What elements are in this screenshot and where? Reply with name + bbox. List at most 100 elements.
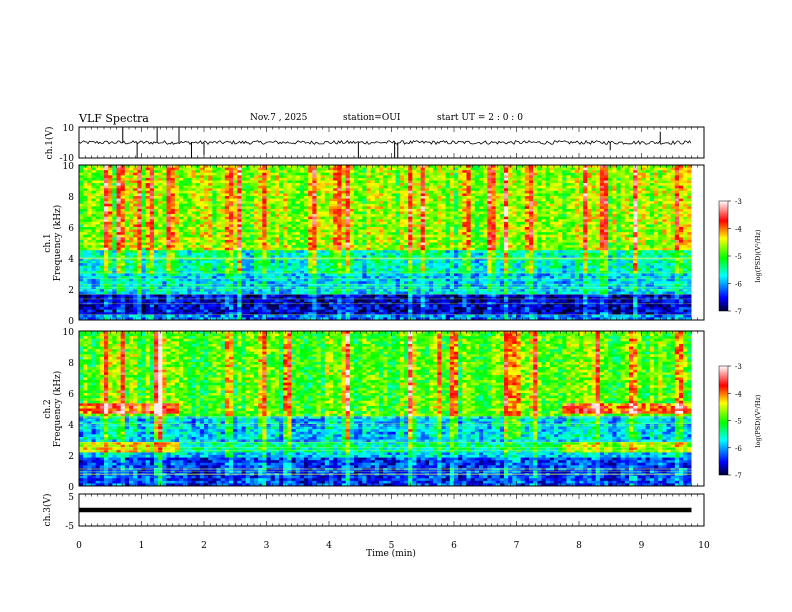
spectrogram-cell	[308, 273, 313, 277]
spectrogram-cell	[116, 232, 122, 236]
spectrogram-cell	[258, 172, 263, 176]
spectrogram-cell	[87, 190, 92, 194]
spectrogram-cell	[341, 263, 347, 267]
spectrogram-cell	[162, 245, 167, 249]
spectrogram-cell	[104, 203, 109, 207]
spectrogram-cell	[149, 165, 155, 168]
spectrogram-cell	[283, 211, 288, 215]
spectrogram-cell	[362, 177, 367, 181]
spectrogram-cell	[404, 242, 409, 246]
spectrogram-cell	[308, 237, 313, 241]
spectrogram-cell	[174, 196, 180, 199]
spectrogram-cell	[166, 278, 172, 282]
spectrogram-cell	[279, 296, 284, 300]
spectrogram-cell	[166, 232, 172, 236]
spectrogram-cell	[145, 268, 151, 272]
spectrogram-cell	[287, 273, 292, 277]
spectrogram-cell	[383, 172, 388, 176]
spectrogram-cell	[399, 270, 405, 274]
spectrogram-cell	[349, 247, 355, 251]
spectrogram-cell	[87, 281, 92, 285]
spectrogram-cell	[162, 177, 167, 181]
spectrogram-cell	[383, 167, 388, 171]
spectrogram-cell	[283, 242, 288, 246]
spectrogram-cell	[229, 255, 234, 259]
spectrogram-cell	[112, 270, 117, 274]
spectrogram-cell	[91, 270, 97, 274]
spectrogram-cell	[320, 278, 326, 282]
spectrogram-cell	[83, 211, 88, 215]
spectrogram-cell	[279, 219, 284, 223]
spectrogram-cell	[158, 190, 163, 194]
spectrogram-cell	[145, 258, 151, 261]
spectrogram-cell	[404, 265, 409, 269]
spectrogram-cell	[337, 183, 342, 187]
spectrogram-cell	[366, 190, 372, 194]
spectrogram-cell	[187, 167, 192, 171]
spectrogram-cell	[291, 177, 297, 181]
spectrogram-cell	[299, 167, 305, 171]
spectrogram-cell	[237, 201, 242, 205]
spectrogram-cell	[337, 208, 342, 212]
spectrogram-cell	[324, 232, 330, 236]
spectrogram-cell	[170, 294, 176, 298]
spectrogram-cell	[91, 224, 97, 228]
spectrogram-cell	[245, 234, 251, 238]
spectrogram-cell	[129, 229, 134, 233]
spectrogram-cell	[262, 260, 267, 264]
spectrogram-cell	[395, 289, 401, 292]
spectrogram-cell	[195, 227, 201, 230]
spectrogram-cell	[320, 167, 326, 171]
spectrogram-cell	[116, 219, 122, 223]
spectrogram-cell	[149, 206, 155, 210]
spectrogram-cell	[137, 278, 142, 282]
spectrogram-cell	[345, 180, 351, 184]
spectrogram-cell	[262, 211, 267, 215]
spectrogram-cell	[91, 198, 97, 202]
spectrogram-cell	[258, 167, 263, 171]
spectrogram-cell	[137, 208, 142, 212]
spectrogram-cell	[249, 309, 255, 313]
spectrogram-cell	[216, 229, 222, 233]
spectrogram-cell	[83, 247, 88, 251]
spectrogram-cell	[95, 278, 101, 282]
spectrogram-cell	[258, 227, 263, 230]
spectrogram-cell	[149, 276, 155, 280]
spectrogram-cell	[224, 270, 230, 274]
spectrogram-cell	[183, 167, 188, 171]
spectrogram-cell	[329, 281, 334, 285]
spectrogram-cell	[362, 165, 367, 168]
spectrogram-cell	[254, 260, 259, 264]
spectrogram-cell	[274, 229, 280, 233]
spectrogram-cell	[262, 190, 267, 194]
spectrogram-cell	[399, 188, 405, 192]
spectrogram-cell	[316, 211, 322, 215]
spectrogram-cell	[158, 258, 163, 261]
spectrogram-cell	[237, 237, 242, 241]
spectrogram-cell	[262, 183, 267, 187]
spectrogram-cell	[87, 283, 92, 287]
spectrogram-cell	[283, 170, 288, 174]
spectrogram-cell	[404, 304, 409, 308]
spectrogram-cell	[383, 278, 388, 282]
spectrogram-cell	[95, 234, 101, 238]
spectrogram-cell	[295, 185, 301, 189]
spectrogram-cell	[283, 219, 288, 223]
spectrogram-cell	[216, 258, 222, 261]
spectrogram-cell	[412, 250, 417, 254]
spectrogram-cell	[83, 232, 88, 236]
spectrogram-cell	[137, 268, 142, 272]
spectrogram-cell	[249, 206, 255, 210]
spectrogram-cell	[179, 214, 184, 218]
spectrogram-cell	[91, 234, 97, 238]
spectrogram-cell	[154, 214, 159, 218]
spectrogram-cell	[408, 260, 413, 264]
spectrogram-cell	[358, 198, 363, 202]
spectrogram-cell	[224, 314, 230, 318]
spectrogram-cell	[312, 307, 317, 311]
spectrogram-cell	[341, 219, 347, 223]
spectrogram-cell	[408, 250, 413, 254]
spectrogram-cell	[404, 193, 409, 197]
spectrogram-cell	[179, 299, 184, 303]
spectrogram-cell	[354, 180, 359, 184]
